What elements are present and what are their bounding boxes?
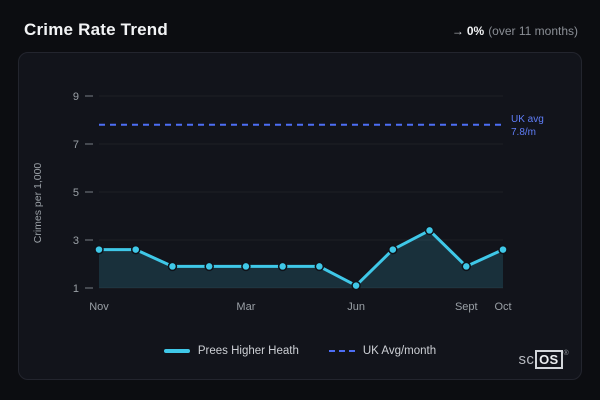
x-tick-label: Sept	[455, 301, 478, 313]
x-tick-label: Nov	[89, 301, 109, 313]
y-tick-label: 7	[73, 139, 79, 151]
legend-label: Prees Higher Heath	[197, 345, 299, 357]
widget-header: Crime Rate Trend → 0% (over 11 months)	[0, 0, 600, 52]
legend-label: UK Avg/month	[362, 345, 437, 357]
x-tick-label: Mar	[236, 301, 255, 313]
y-tick-label: 3	[73, 235, 79, 247]
uk-avg-annotation-line2: 7.8/m	[511, 127, 536, 138]
logo-suffix: OS	[535, 350, 563, 369]
x-tick-label: Jun	[347, 301, 365, 313]
y-tick-label: 1	[73, 283, 79, 295]
data-point	[241, 261, 251, 272]
data-point	[94, 244, 104, 255]
chart-area: 1 3 5 7 9 Crimes per 1,000 UK avg 7.8/m Nov Mar Ju…	[19, 53, 581, 325]
registered-mark: ®	[563, 350, 569, 357]
chart-panel: 1 3 5 7 9 Crimes per 1,000 UK avg 7.8/m Nov Mar Ju…	[18, 52, 582, 380]
solid-line-swatch-icon	[163, 349, 190, 353]
y-axis-label: Crimes per 1,000	[32, 163, 44, 244]
scos-logo: sc OS ®	[519, 350, 569, 369]
trend-caption: (over 11 months)	[488, 24, 578, 38]
data-point	[498, 244, 508, 255]
data-point	[167, 261, 178, 272]
data-point	[351, 280, 361, 291]
y-tick-label: 9	[73, 91, 79, 103]
page-title: Crime Rate Trend	[24, 20, 168, 39]
data-point	[314, 261, 325, 272]
legend-item-uk-avg[interactable]: UK Avg/month	[328, 345, 437, 357]
y-tick-label: 5	[73, 187, 79, 199]
crime-trend-chart: 1 3 5 7 9 Crimes per 1,000 UK avg 7.8/m Nov Mar Ju…	[32, 91, 544, 313]
trend-arrow-icon: →	[451, 24, 464, 38]
data-point	[461, 261, 472, 272]
chart-area-fill	[99, 230, 503, 288]
logo-prefix: sc	[518, 351, 535, 368]
x-tick-label: Oct	[494, 301, 511, 313]
data-point	[204, 261, 214, 272]
chart-legend: Prees Higher Heath UK Avg/month	[19, 345, 581, 357]
trend-line	[97, 228, 505, 288]
data-point	[277, 261, 288, 272]
trend-summary: → 0% (over 11 months)	[452, 24, 578, 38]
legend-item-prees-higher-heath[interactable]: Prees Higher Heath	[163, 345, 299, 357]
uk-avg-annotation-line1: UK avg	[511, 114, 544, 125]
data-point	[130, 244, 141, 255]
dashed-line-swatch-icon	[328, 350, 355, 352]
trend-value: 0%	[466, 24, 485, 38]
data-point	[424, 225, 435, 236]
data-point	[388, 244, 398, 255]
